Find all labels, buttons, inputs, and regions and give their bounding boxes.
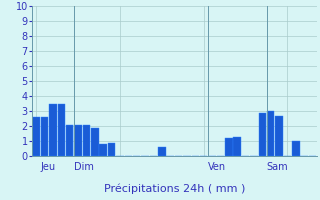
Text: Précipitations 24h ( mm ): Précipitations 24h ( mm )	[104, 183, 245, 194]
Text: Ven: Ven	[208, 162, 226, 172]
Bar	[292, 141, 300, 156]
Bar	[108, 142, 115, 156]
Bar	[267, 111, 275, 156]
Bar	[259, 112, 266, 156]
Bar	[49, 104, 57, 156]
Bar	[234, 137, 241, 156]
Text: Dim: Dim	[74, 162, 94, 172]
Text: Sam: Sam	[267, 162, 288, 172]
Bar	[83, 124, 90, 156]
Bar	[41, 117, 48, 156]
Bar	[100, 144, 107, 156]
Bar	[225, 138, 233, 156]
Bar	[58, 104, 65, 156]
Bar	[275, 116, 283, 156]
Bar	[32, 117, 40, 156]
Bar	[158, 147, 166, 156]
Text: Jeu: Jeu	[40, 162, 55, 172]
Bar	[91, 128, 99, 156]
Bar	[66, 124, 74, 156]
Bar	[74, 124, 82, 156]
